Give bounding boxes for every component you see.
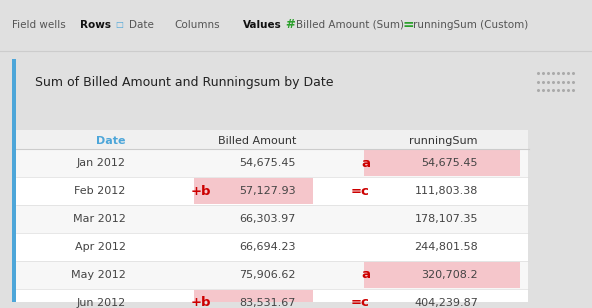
Text: 54,675.45: 54,675.45	[422, 158, 478, 168]
Text: 83,531.67: 83,531.67	[240, 298, 296, 308]
Text: a: a	[361, 269, 370, 282]
Text: 66,694.23: 66,694.23	[240, 242, 296, 252]
Text: 54,675.45: 54,675.45	[240, 158, 296, 168]
Text: Rows: Rows	[80, 20, 111, 30]
Text: runningSum: runningSum	[409, 136, 478, 146]
Text: Jan 2012: Jan 2012	[76, 158, 126, 168]
Text: Mar 2012: Mar 2012	[73, 214, 126, 224]
Text: #: #	[285, 18, 295, 31]
Text: Billed Amount: Billed Amount	[218, 136, 296, 146]
Bar	[12, 59, 17, 302]
Bar	[364, 262, 520, 288]
Text: 244,801.58: 244,801.58	[414, 242, 478, 252]
Bar	[194, 178, 313, 204]
Text: Values: Values	[243, 20, 281, 30]
Bar	[17, 177, 528, 205]
Text: □: □	[115, 20, 123, 30]
Text: 66,303.97: 66,303.97	[240, 214, 296, 224]
Text: =c: =c	[351, 184, 370, 197]
Text: Sum of Billed Amount and Runningsum by Date: Sum of Billed Amount and Runningsum by D…	[34, 75, 333, 89]
Bar	[17, 205, 528, 233]
Text: 320,708.2: 320,708.2	[422, 270, 478, 280]
Text: a: a	[361, 156, 370, 169]
Text: =c: =c	[351, 296, 370, 308]
Text: runningSum (Custom): runningSum (Custom)	[413, 20, 529, 30]
Bar	[17, 233, 528, 261]
Text: Date: Date	[96, 136, 126, 146]
Bar	[17, 289, 528, 308]
Text: Date: Date	[129, 20, 154, 30]
Text: Feb 2012: Feb 2012	[74, 186, 126, 196]
Text: 404,239.87: 404,239.87	[414, 298, 478, 308]
Text: 57,127.93: 57,127.93	[239, 186, 296, 196]
Bar	[194, 290, 313, 308]
Bar	[17, 149, 528, 177]
Text: Columns: Columns	[175, 20, 220, 30]
Text: 75,906.62: 75,906.62	[240, 270, 296, 280]
Text: Billed Amount (Sum): Billed Amount (Sum)	[296, 20, 404, 30]
Text: =: =	[403, 18, 414, 32]
Bar	[17, 130, 528, 148]
Text: May 2012: May 2012	[70, 270, 126, 280]
Text: Apr 2012: Apr 2012	[75, 242, 126, 252]
Text: 111,803.38: 111,803.38	[414, 186, 478, 196]
Text: +b: +b	[190, 184, 211, 197]
Bar	[364, 150, 520, 176]
Bar	[17, 261, 528, 289]
Text: +b: +b	[190, 296, 211, 308]
Text: Field wells: Field wells	[12, 20, 66, 30]
Text: Jun 2012: Jun 2012	[76, 298, 126, 308]
Text: 178,107.35: 178,107.35	[414, 214, 478, 224]
